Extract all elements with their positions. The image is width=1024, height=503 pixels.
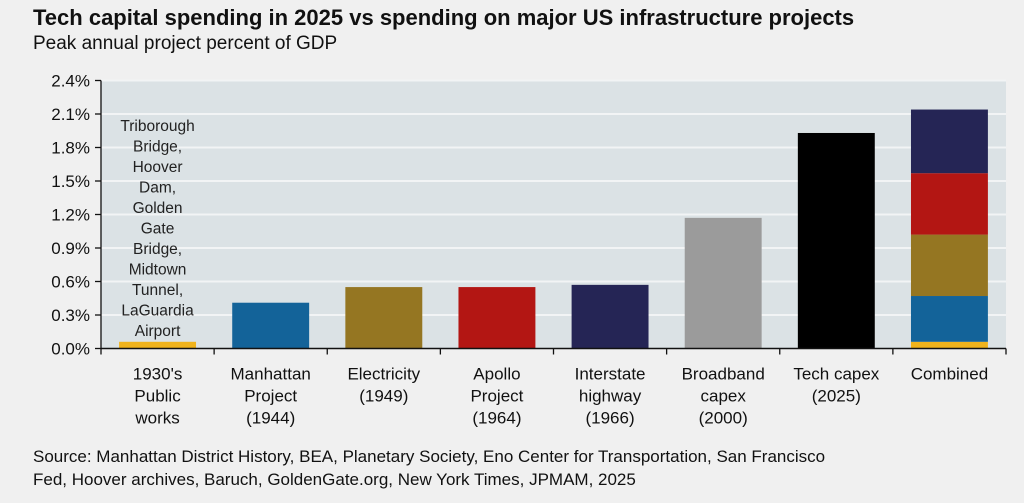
y-tick-label: 0.6%	[51, 273, 90, 292]
x-tick-label: Combined	[911, 365, 989, 384]
y-tick-label: 1.5%	[51, 172, 90, 191]
stacked-segment	[910, 109, 988, 174]
stacked-segment	[910, 296, 988, 342]
x-tick-label: Tech capex (2025)	[793, 365, 879, 406]
x-tick-label: Broadband capex (2000)	[682, 365, 765, 428]
source-note: Source: Manhattan District History, BEA,…	[33, 445, 1013, 491]
bar	[458, 287, 536, 349]
y-tick-label: 2.1%	[51, 105, 90, 124]
stacked-segment	[910, 234, 988, 297]
x-tick-label: Electricity (1949)	[347, 365, 420, 406]
y-tick-label: 2.4%	[51, 72, 90, 91]
x-tick-label: Manhattan Project (1944)	[231, 365, 311, 428]
bar	[571, 284, 649, 349]
source-line-1: Source: Manhattan District History, BEA,…	[33, 447, 826, 466]
y-tick-label: 1.8%	[51, 139, 90, 158]
x-tick-label: 1930's Public works	[133, 365, 183, 428]
chart-subtitle: Peak annual project percent of GDP	[33, 33, 338, 54]
x-tick-label: Apollo Project (1964)	[470, 365, 523, 428]
x-tick-label: Interstate highway (1966)	[575, 365, 646, 428]
annotation-1930s-projects: Triborough Bridge, Hoover Dam, Golden Gate Bri…	[120, 118, 194, 340]
bar	[232, 302, 310, 349]
y-tick-label: 0.3%	[51, 306, 90, 325]
source-line-2: Fed, Hoover archives, Baruch, GoldenGate…	[33, 470, 636, 489]
y-tick-label: 0.9%	[51, 239, 90, 258]
bar	[797, 132, 875, 349]
chart-title: Tech capital spending in 2025 vs spendin…	[33, 5, 855, 30]
y-tick-label: 0.0%	[51, 340, 90, 359]
stacked-segment	[910, 341, 988, 349]
bar-chart: 0.0% 0.3% 0.6% 0.9% 1.2% 1.5% 1.8% 2.1% 2.4% 1930…	[51, 72, 1007, 428]
y-tick-label: 1.2%	[51, 206, 90, 225]
bar	[345, 287, 423, 349]
stacked-segment	[910, 173, 988, 235]
bar	[119, 341, 197, 349]
bar	[684, 217, 762, 349]
